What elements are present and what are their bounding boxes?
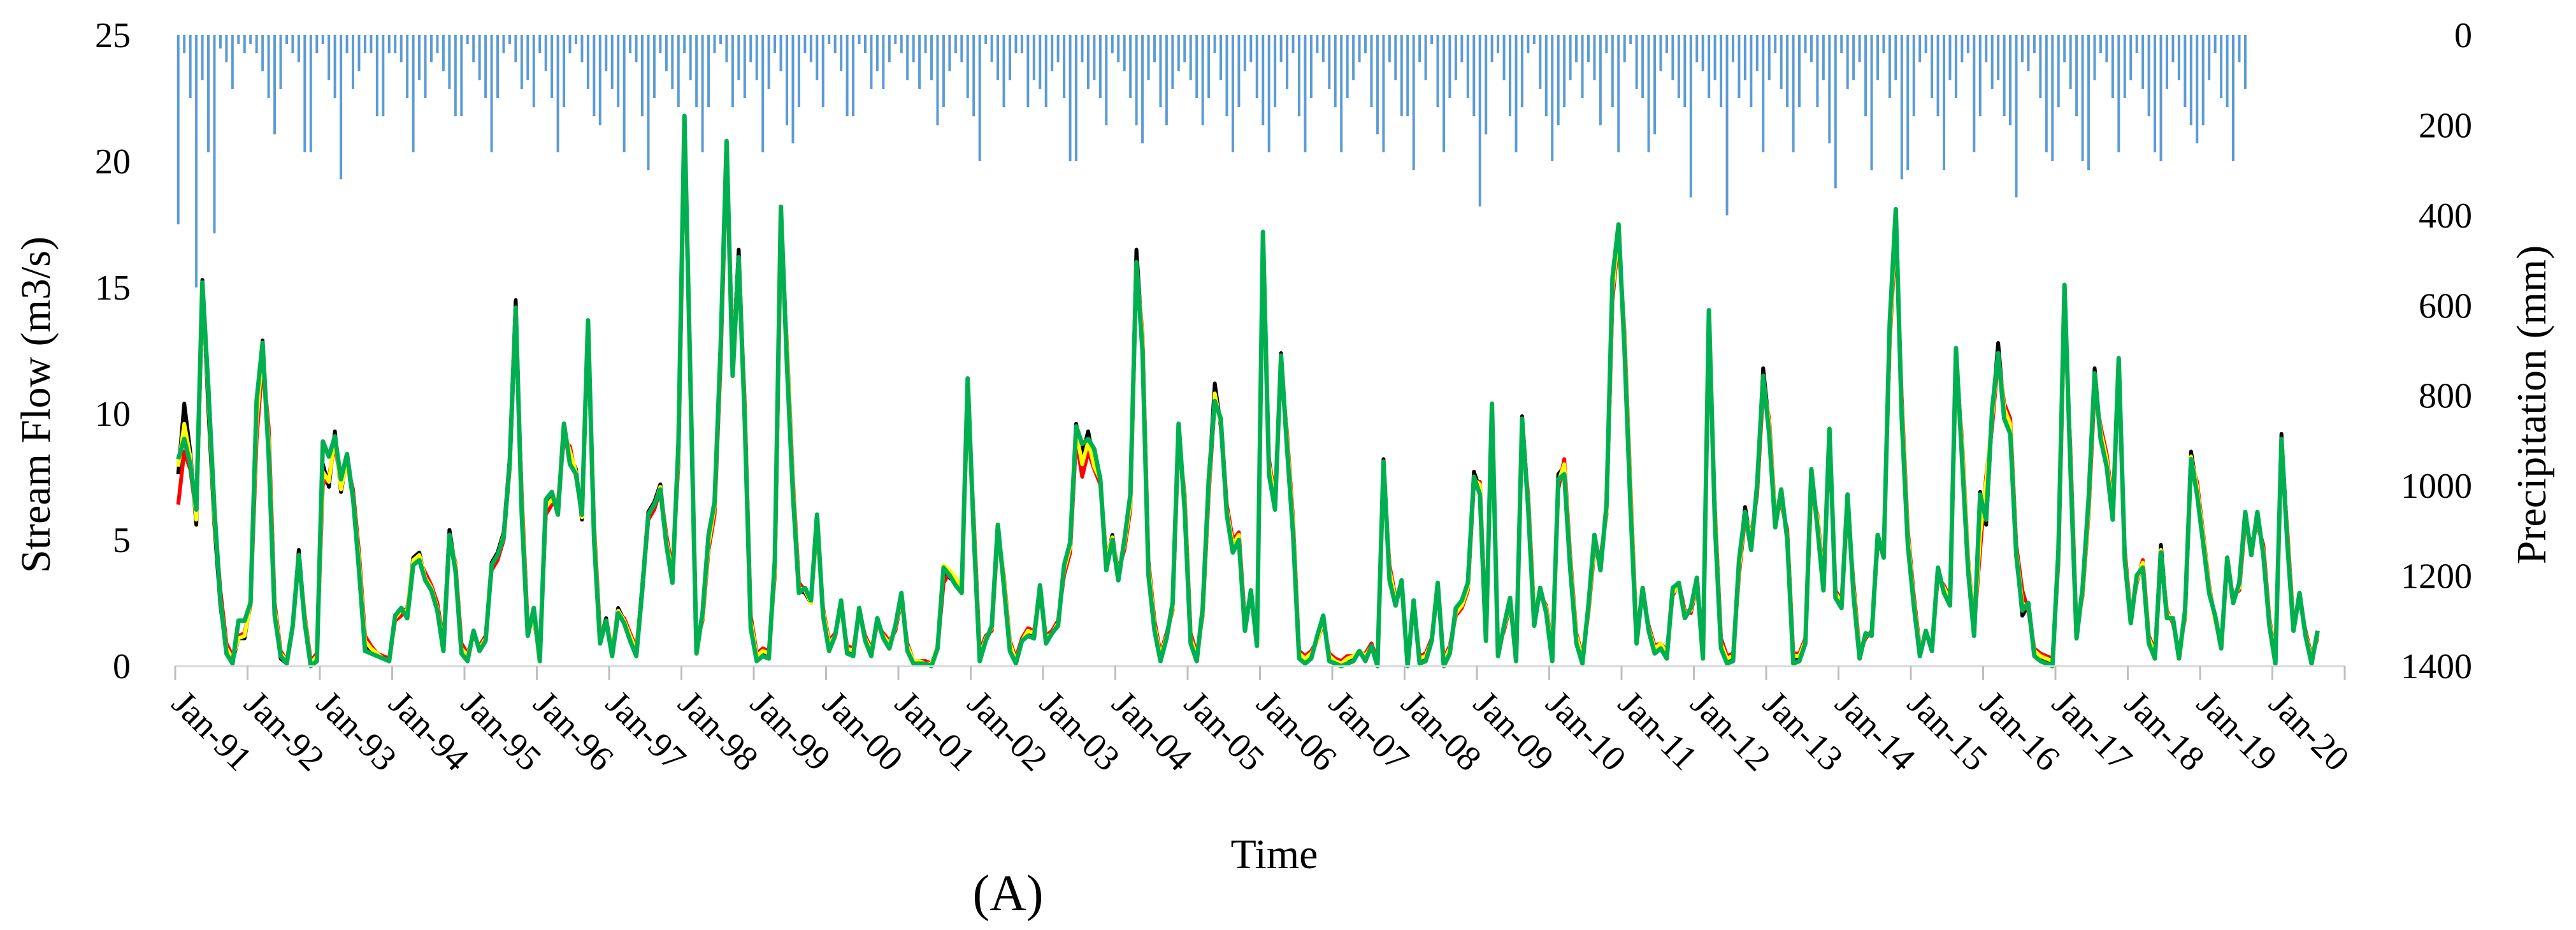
x-tick-label: Jan-06 [1249,683,1344,778]
x-tick-label: Jan-91 [164,683,259,778]
x-tick-label: Jan-08 [1393,683,1488,778]
streamflow-series [176,113,2320,669]
x-tick-label: Jan-17 [2045,683,2140,778]
x-tick-label: Jan-92 [236,683,331,778]
panel-label: (A) [972,866,1043,922]
y-tick-label: 25 [95,16,131,55]
x-tick-label: Jan-20 [2261,683,2356,778]
y2-tick-label: 1400 [2401,647,2472,687]
y-axis-title: Stream Flow (m3/s) [13,236,59,573]
x-tick-label: Jan-95 [454,683,549,778]
x-tick-label: Jan-14 [1827,683,1922,778]
x-tick-label: Jan-00 [815,683,910,778]
y2-tick-label: 1000 [2401,467,2472,506]
x-tick-label: Jan-02 [960,683,1054,778]
y-tick-label: 20 [95,142,131,182]
x-tick-label: Jan-05 [1177,683,1272,778]
series-line-sim-1 [176,139,2320,665]
series-line-sim-3 [176,113,2320,669]
x-tick-label: Jan-07 [1321,683,1416,778]
x-tick-label: Jan-15 [1900,683,1995,778]
x-tick-label: Jan-10 [1538,683,1633,778]
y2-axis-title: Precipitation (mm) [2508,245,2555,564]
x-tick-label: Jan-11 [1611,683,1705,778]
y-tick-label: 0 [113,647,131,687]
x-tick-label: Jan-18 [2117,683,2212,778]
x-tick-label: Jan-19 [2189,683,2284,778]
x-tick-label: Jan-01 [888,683,982,778]
x-tick-label: Jan-94 [381,683,476,778]
y-tick-label: 10 [95,395,131,434]
y2-tick-label: 800 [2419,377,2472,416]
x-tick-label: Jan-96 [526,683,621,778]
y2-tick-label: 200 [2419,106,2472,145]
y-tick-label: 15 [95,268,131,308]
x-tick-label: Jan-03 [1032,683,1127,778]
x-tick-label: Jan-16 [1972,683,2067,778]
y2-tick-label: 1200 [2401,557,2472,597]
x-tick-label: Jan-13 [1755,683,1850,778]
y-tick-label: 5 [113,521,131,560]
chart-labels: Stream Flow (m3/s) Precipitation (mm) Ti… [13,236,2555,922]
y2-tick-label: 0 [2454,16,2472,55]
x-tick-label: Jan-98 [670,683,765,778]
x-tick-label: Jan-09 [1466,683,1561,778]
precipitation-bars [176,35,2247,287]
series-line-sim-2 [176,129,2320,665]
x-axis-title: Time [1231,831,1318,878]
x-tick-label: Jan-97 [598,683,693,778]
y2-tick-label: 400 [2419,196,2472,236]
y2-tick-label: 600 [2419,286,2472,326]
x-tick-label: Jan-04 [1104,683,1199,778]
x-tick-label: Jan-99 [743,683,838,778]
x-tick-label: Jan-12 [1683,683,1778,778]
x-tick-label: Jan-93 [309,683,404,778]
